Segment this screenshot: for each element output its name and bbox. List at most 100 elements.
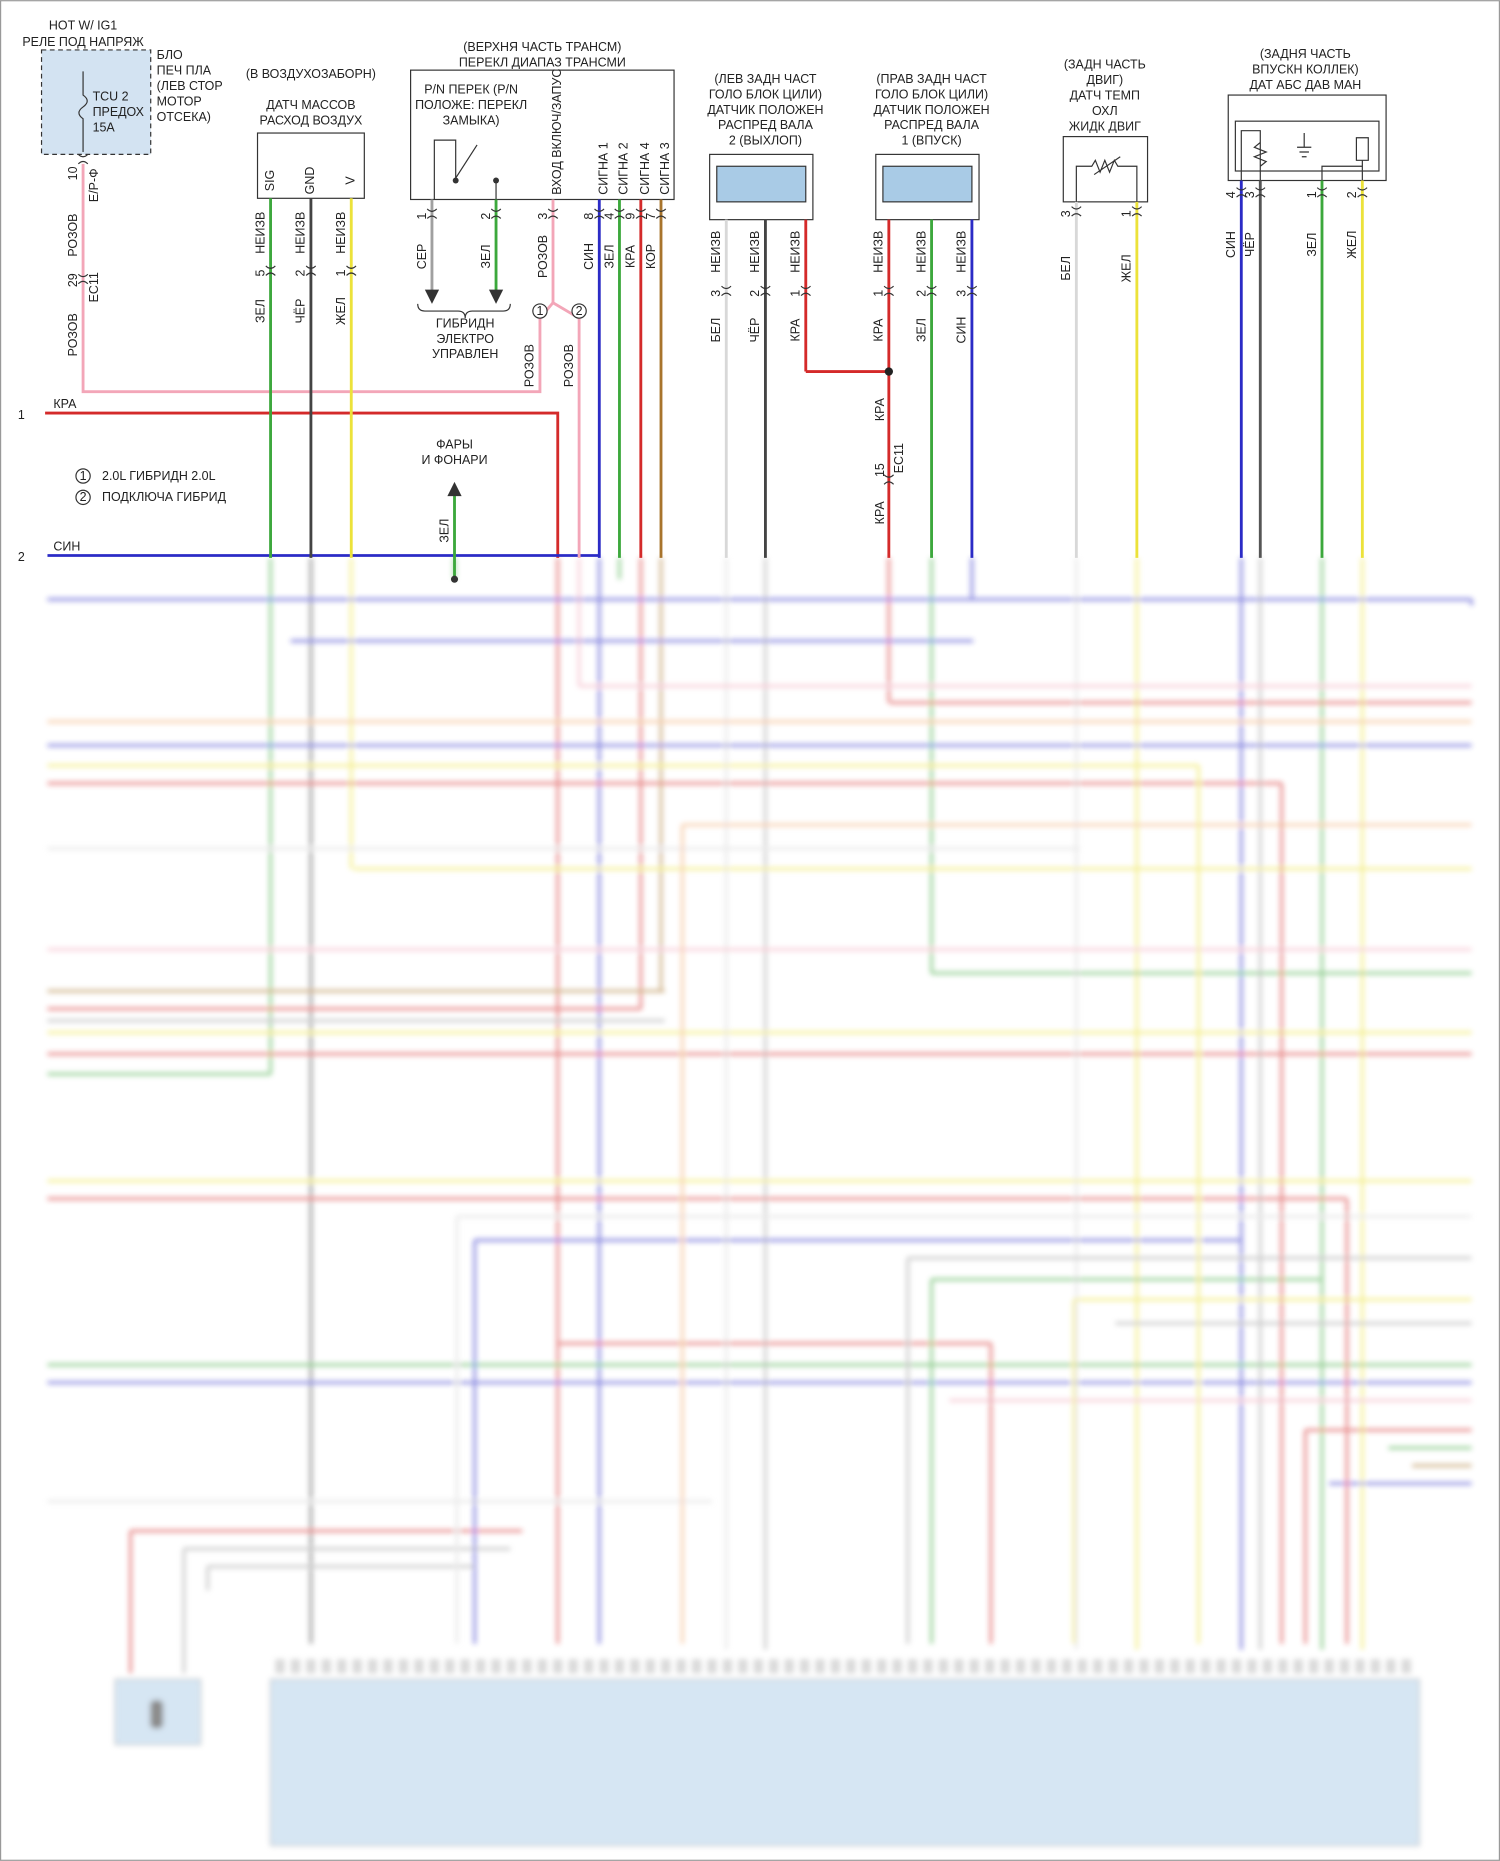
pin-number: 1 [872, 290, 886, 297]
label: КРА [873, 397, 887, 421]
terminal [1108, 1659, 1118, 1674]
terminal [1308, 1659, 1319, 1674]
pin-label: GND [303, 167, 317, 195]
terminal [414, 1659, 424, 1674]
pin-number: 2 [479, 213, 493, 220]
pin-number: 3 [709, 290, 723, 297]
pin-label: СИГНА 4 [638, 142, 652, 194]
label: 29 [66, 273, 80, 287]
connector [760, 285, 771, 297]
terminal [491, 1659, 501, 1674]
fuse [78, 71, 88, 153]
label: EC11 [87, 272, 101, 302]
label-line: (ВЕРХНЯ ЧАСТЬ ТРАНСМ) [463, 40, 621, 54]
label-line: ГИБРИДН [436, 316, 495, 330]
pin-number: 1 [1305, 191, 1319, 198]
terminal [614, 1659, 625, 1674]
wire-color: КРА [624, 244, 638, 268]
terminal [691, 1659, 702, 1674]
wire-color: РОЗОВ [562, 344, 576, 387]
label-line: (ЗАДНЯ ЧАСТЬ [1260, 47, 1351, 61]
terminal [876, 1659, 887, 1674]
pin-number: 3 [1059, 210, 1073, 217]
pin-number: 3 [1243, 191, 1257, 198]
maf-sensor [256, 132, 365, 199]
terminal [1401, 1659, 1411, 1674]
note-text: 2.0L ГИБРИДН 2.0L [102, 469, 216, 483]
wire-color: ЗЕЛ [253, 299, 267, 323]
pin-label: СИГНА 3 [658, 142, 672, 194]
label-line: ДАТЧИК ПОЛОЖЕН [707, 103, 823, 117]
label-line: ОХЛ [1092, 104, 1118, 118]
terminal [367, 1659, 378, 1674]
connector [1357, 187, 1368, 198]
connector [594, 208, 605, 219]
pin-label: СИГНА 1 [596, 142, 610, 194]
note-number: 1 [80, 469, 87, 483]
pin-label: SIG [263, 170, 277, 191]
connector [883, 474, 895, 485]
wire-color: БЕЛ [709, 318, 723, 343]
terminal [1231, 1659, 1242, 1674]
sensor-core [149, 1699, 164, 1730]
label-line: ПЕРЕКЛ ДИАПАЗ ТРАНСМИ [459, 55, 626, 69]
pin-number: 3 [536, 213, 550, 220]
label-line: ПЕЧ ПЛА [157, 64, 212, 78]
pin-number: 2 [1345, 191, 1359, 198]
branch-number: 1 [536, 304, 543, 318]
terminal [1370, 1659, 1381, 1674]
label-line: 15А [93, 121, 116, 135]
label-line: УПРАВЛЕН [432, 347, 498, 361]
label: ЗЕЛ [437, 519, 451, 543]
pin-number: 2 [914, 290, 928, 297]
label-line: (ЛЕВ ЗАДН ЧАСТ [714, 72, 816, 86]
terminal [846, 1659, 856, 1674]
terminal [707, 1659, 717, 1674]
terminal [1092, 1659, 1103, 1674]
wire-color: БЕЛ [1059, 256, 1073, 281]
wire-color: СИН [955, 317, 969, 344]
branch-number: 2 [576, 304, 583, 318]
label-line: ПОЛОЖЕ: ПЕРЕКЛ [415, 98, 527, 112]
terminal [645, 1659, 656, 1674]
branch-mark [532, 303, 548, 319]
label: E/P-Ф [87, 168, 101, 202]
thermistor [1075, 156, 1138, 202]
label-line: ДАТ АБС ДАВ МАН [1249, 78, 1361, 92]
label-line: (ЗАДН ЧАСТЬ [1064, 58, 1146, 72]
connector [800, 285, 811, 297]
connector [966, 285, 978, 297]
terminal [938, 1659, 949, 1674]
label-line: ОТСЕКА) [157, 110, 211, 124]
terminal [768, 1659, 779, 1674]
note-number: 2 [80, 490, 87, 504]
terminal [1139, 1659, 1149, 1674]
pin-type: НЕИЗВ [914, 231, 928, 273]
label: 1 [18, 408, 25, 422]
wire-color: СЕР [415, 244, 429, 270]
label-line: РАСПРЕД ВАЛА [718, 118, 814, 132]
wire-color: СИН [1224, 231, 1238, 258]
connector [346, 265, 357, 276]
wire-color: ЗЕЛ [602, 244, 616, 268]
arrow [488, 289, 504, 304]
label-line: ВПУСКН КОЛЛЕК) [1252, 62, 1359, 76]
label-line: МОТОР [157, 94, 202, 108]
switch-contact [452, 177, 459, 184]
blurred-region [47, 557, 1473, 1847]
fuse-block [40, 49, 152, 155]
connector [1071, 206, 1082, 217]
label: РОЗОВ [66, 214, 80, 257]
terminal [398, 1659, 409, 1674]
terminal [321, 1659, 332, 1674]
wire-color: ЧЁР [294, 299, 308, 324]
terminal [1216, 1659, 1226, 1674]
terminal [815, 1659, 825, 1674]
connector [1236, 187, 1247, 198]
pin-type: НЕИЗВ [334, 212, 348, 254]
terminal [1278, 1659, 1288, 1674]
terminal [1355, 1659, 1365, 1674]
junction [450, 575, 459, 583]
